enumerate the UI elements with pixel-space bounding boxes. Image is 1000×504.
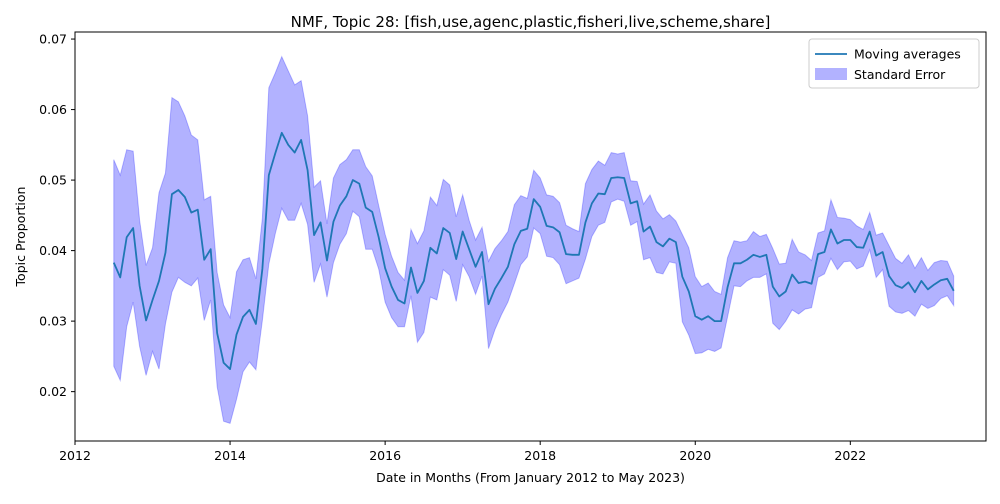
y-tick-label: 0.02 [39,384,67,399]
y-tick-label: 0.04 [39,243,67,258]
standard-error-band [113,55,955,425]
y-axis-label: Topic Proportion [13,187,28,288]
plot-frame [74,31,987,442]
legend-label-moving-averages: Moving averages [854,47,961,62]
y-tick-label: 0.06 [39,102,67,117]
x-tick-label: 2022 [834,448,866,463]
x-tick-label: 2018 [524,448,556,463]
x-tick-label: 2016 [369,448,401,463]
standard-error-band-layer [113,55,955,425]
x-tick-label: 2012 [59,448,91,463]
y-tick-label: 0.05 [39,173,67,188]
x-tick-label: 2020 [679,448,711,463]
legend-label-standard-error: Standard Error [854,67,946,82]
moving-average-line [112,131,955,370]
moving-average-line-layer [112,131,955,370]
legend-band-swatch [815,68,847,80]
y-axis: 0.02 0.03 0.04 0.05 0.06 0.07 [39,32,75,399]
legend-box [808,38,980,89]
y-tick-label: 0.07 [39,32,67,47]
x-axis: 2012 2014 2016 2018 2020 2022 [59,441,866,463]
x-tick-label: 2014 [214,448,246,463]
x-axis-label: Date in Months (From January 2012 to May… [376,470,685,485]
chart-title: NMF, Topic 28: [fish,use,agenc,plastic,f… [291,13,771,31]
y-tick-label: 0.03 [39,314,67,329]
legend: Moving averages Standard Error [808,38,980,89]
